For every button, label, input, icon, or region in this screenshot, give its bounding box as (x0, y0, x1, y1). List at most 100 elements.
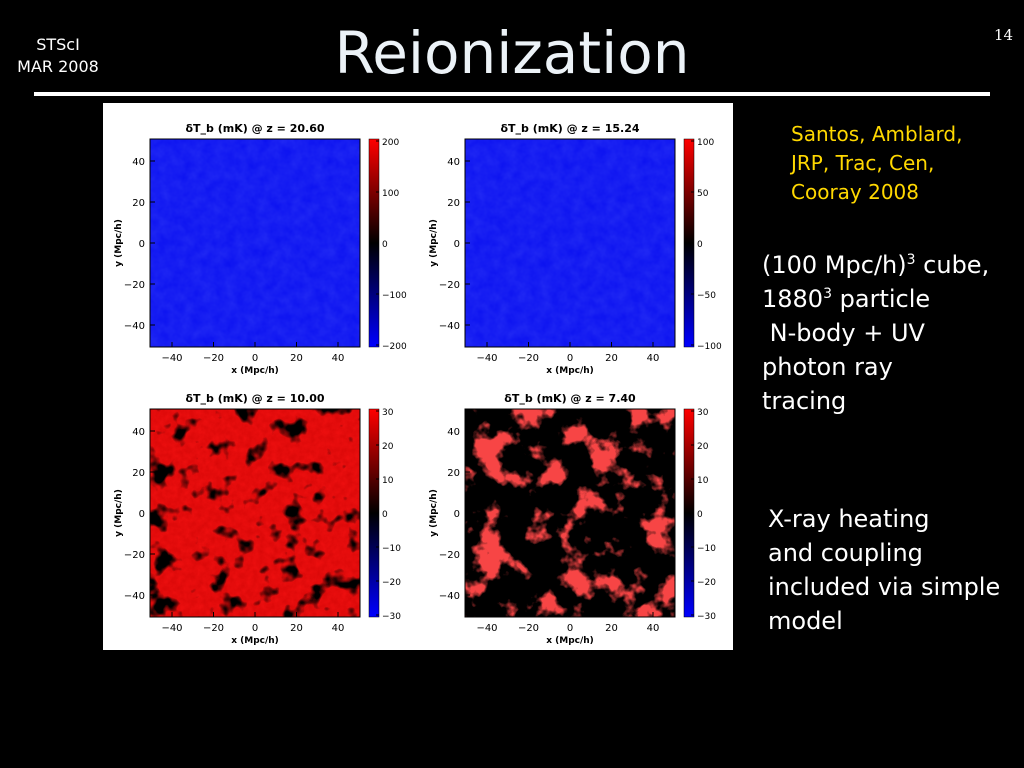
colorbar-tick-label: 100 (382, 189, 399, 199)
x-tick-label: 40 (647, 623, 660, 634)
y-tick-label: 20 (447, 468, 460, 479)
y-axis-label: y (Mpc/h) (114, 489, 124, 537)
colorbar-tick-label: −20 (697, 578, 716, 588)
heatmap-panel: δT_b (mK) @ z = 20.60−40 −20 0 20 40x (Mpc/h… (114, 122, 407, 376)
y-tick-label: −20 (124, 280, 145, 291)
cube-exponent: 3 (906, 252, 916, 268)
x-axis-label: x (Mpc/h) (231, 366, 279, 376)
description-line: (100 Mpc/h)3 cube, (762, 251, 990, 279)
xray-note: X-ray heating and coupling included via … (768, 502, 1000, 638)
x-tick-label: −20 (518, 623, 539, 634)
x-tick-label: 0 (567, 353, 573, 364)
y-tick-label: 20 (447, 198, 460, 209)
colorbar-tick-label: −100 (382, 291, 407, 301)
description-line: N-body + UV (762, 319, 925, 347)
y-axis-label: y (Mpc/h) (114, 219, 124, 267)
colorbar-tick-label: 0 (382, 510, 388, 520)
colorbar-tick-label: 200 (382, 138, 399, 148)
heatmap-title: δT_b (mK) @ z = 20.60 (185, 122, 324, 135)
x-tick-label: −40 (476, 623, 497, 634)
heatmap-title: δT_b (mK) @ z = 10.00 (185, 392, 324, 405)
citation-line: JRP, Trac, Cen, (791, 151, 935, 175)
date-label: MAR 2008 (17, 57, 99, 76)
x-tick-label: −20 (203, 623, 224, 634)
x-tick-label: −40 (476, 353, 497, 364)
x-tick-label: 40 (332, 623, 345, 634)
colorbar-tick-label: 20 (697, 442, 709, 452)
particle-exponent: 3 (823, 286, 832, 302)
x-tick-label: 20 (605, 353, 618, 364)
slide-title: Reionization (334, 19, 690, 87)
y-tick-label: 20 (132, 468, 145, 479)
colorbar-tick-label: 0 (697, 510, 703, 520)
simulation-maps-figure: δT_b (mK) @ z = 20.60 −40 −20 0 20 40 x (Mpc/h… (103, 103, 733, 650)
x-tick-label: −20 (203, 353, 224, 364)
y-tick-label: 0 (139, 509, 145, 520)
ionized-regions (150, 409, 360, 617)
y-tick-label: −40 (439, 321, 460, 332)
colorbar-tick-label: −50 (697, 291, 716, 301)
colorbar-tick-label: 0 (382, 240, 388, 250)
colorbar-tick-label: 0 (697, 240, 703, 250)
y-axis-label: y (Mpc/h) (429, 219, 439, 267)
colorbar-tick-label: 100 (697, 138, 714, 148)
neutral-filaments (465, 409, 675, 617)
heatmap-panel: δT_b (mK) @ z = 7.40 −40 −20 0 20 40 x (Mpc/h)… (429, 392, 716, 646)
x-axis-label: x (Mpc/h) (546, 636, 594, 646)
colorbar-tick-label: 30 (382, 408, 394, 418)
heatmap-texture (465, 139, 675, 347)
colorbar-tick-label: 30 (697, 408, 709, 418)
x-tick-label: 0 (252, 623, 258, 634)
colorbar-tick-label: −30 (697, 612, 716, 622)
colorbar-tick-label: 10 (697, 476, 709, 486)
citation: Santos, Amblard, JRP, Trac, Cen, Cooray … (791, 120, 962, 207)
x-tick-label: 40 (332, 353, 345, 364)
colorbar-tick-label: 20 (382, 442, 394, 452)
y-tick-label: 40 (132, 427, 145, 438)
y-tick-label: 40 (447, 427, 460, 438)
y-tick-label: 40 (447, 157, 460, 168)
x-tick-label: 40 (647, 353, 660, 364)
colorbar-tick-label: 10 (382, 476, 394, 486)
y-tick-label: 0 (454, 239, 460, 250)
title-divider (34, 92, 990, 96)
y-tick-label: 40 (132, 157, 145, 168)
y-tick-label: −40 (124, 321, 145, 332)
y-tick-label: 20 (132, 198, 145, 209)
note-line: model (768, 607, 843, 635)
colorbar-tick-label: −30 (382, 612, 401, 622)
y-tick-label: −20 (439, 280, 460, 291)
note-line: and coupling (768, 539, 923, 567)
x-tick-label: 20 (290, 623, 303, 634)
x-tick-label: 20 (290, 353, 303, 364)
x-tick-label: −20 (518, 353, 539, 364)
heatmap-panel: δT_b (mK) @ z = 15.24 −40 −20 0 20 40 x (Mpc/h… (429, 122, 722, 376)
y-tick-label: −40 (124, 591, 145, 602)
heatmap-title: δT_b (mK) @ z = 7.40 (504, 392, 636, 405)
heatmap-texture (150, 139, 360, 347)
y-tick-label: −20 (124, 550, 145, 561)
x-tick-label: 0 (252, 353, 258, 364)
y-tick-label: −40 (439, 591, 460, 602)
note-line: X-ray heating (768, 505, 930, 533)
y-tick-label: 0 (454, 509, 460, 520)
heatmap-title: δT_b (mK) @ z = 15.24 (500, 122, 639, 135)
colorbar-tick-label: −200 (382, 342, 407, 352)
description-line: tracing (762, 387, 847, 415)
heatmap-grid: δT_b (mK) @ z = 20.60−40 −20 0 20 40x (Mpc/h… (114, 122, 722, 646)
description-line: 18803 particle (762, 285, 931, 313)
colorbar-tick-label: −20 (382, 578, 401, 588)
y-tick-label: −20 (439, 550, 460, 561)
colorbar-tick-label: −10 (382, 544, 401, 554)
x-axis-label: x (Mpc/h) (546, 366, 594, 376)
citation-line: Santos, Amblard, (791, 122, 963, 146)
simulation-description: (100 Mpc/h)3 cube, 18803 particle N-body… (762, 248, 989, 418)
page-number: 14 (994, 26, 1014, 44)
y-tick-label: 0 (139, 239, 145, 250)
x-tick-label: −40 (161, 353, 182, 364)
note-line: included via simple (768, 573, 1001, 601)
description-line: photon ray (762, 353, 893, 381)
citation-line: Cooray 2008 (791, 180, 920, 204)
heatmap-panel: δT_b (mK) @ z = 10.00 −40 −20 0 20 40 x (Mpc/h… (114, 392, 401, 646)
x-axis-label: x (Mpc/h) (231, 636, 279, 646)
